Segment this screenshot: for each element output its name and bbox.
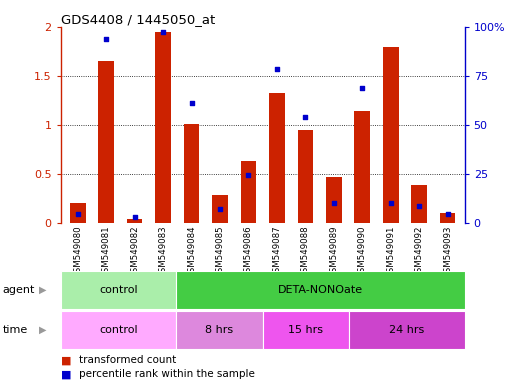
Text: GSM549083: GSM549083 [158, 225, 167, 278]
Point [301, 114, 309, 120]
Point [329, 200, 338, 206]
Text: agent: agent [3, 285, 35, 295]
Text: GSM549088: GSM549088 [301, 225, 310, 278]
Text: 15 hrs: 15 hrs [288, 325, 324, 335]
Text: ■: ■ [61, 355, 71, 365]
Text: ▶: ▶ [39, 325, 46, 335]
Text: ▶: ▶ [39, 285, 46, 295]
Text: GSM549085: GSM549085 [215, 225, 224, 278]
Point [216, 206, 224, 212]
Bar [176, 311, 262, 349]
Bar [155, 32, 171, 223]
Bar [383, 48, 399, 223]
Bar [127, 219, 143, 223]
Point [358, 84, 366, 91]
Bar [269, 93, 285, 223]
Bar [241, 161, 256, 223]
Bar [61, 311, 176, 349]
Text: GSM549081: GSM549081 [102, 225, 111, 278]
Bar [349, 311, 465, 349]
Point [444, 211, 452, 217]
Text: 24 hrs: 24 hrs [389, 325, 425, 335]
Text: GDS4408 / 1445050_at: GDS4408 / 1445050_at [61, 13, 215, 26]
Text: GSM549092: GSM549092 [414, 225, 423, 278]
Text: time: time [3, 325, 28, 335]
Text: GSM549091: GSM549091 [386, 225, 395, 278]
Bar [297, 130, 313, 223]
Bar [176, 271, 465, 309]
Bar [354, 111, 370, 223]
Point [386, 200, 395, 206]
Bar [440, 213, 455, 223]
Point [130, 214, 139, 220]
Text: GSM549093: GSM549093 [443, 225, 452, 278]
Point [187, 100, 196, 106]
Text: GSM549087: GSM549087 [272, 225, 281, 278]
Text: GSM549089: GSM549089 [329, 225, 338, 278]
Point [102, 36, 110, 42]
Bar [70, 203, 86, 223]
Text: GSM549086: GSM549086 [244, 225, 253, 278]
Point [415, 203, 423, 209]
Text: transformed count: transformed count [79, 355, 176, 365]
Point [272, 66, 281, 72]
Text: GSM549090: GSM549090 [358, 225, 367, 278]
Bar [411, 185, 427, 223]
Point [159, 29, 167, 35]
Point [244, 172, 253, 178]
Bar [326, 177, 342, 223]
Text: GSM549082: GSM549082 [130, 225, 139, 278]
Text: control: control [99, 325, 138, 335]
Text: control: control [99, 285, 138, 295]
Bar [184, 124, 200, 223]
Text: GSM549084: GSM549084 [187, 225, 196, 278]
Text: DETA-NONOate: DETA-NONOate [278, 285, 363, 295]
Text: 8 hrs: 8 hrs [205, 325, 233, 335]
Bar [61, 271, 176, 309]
Point [73, 211, 82, 217]
Bar [263, 311, 349, 349]
Text: GSM549080: GSM549080 [73, 225, 82, 278]
Text: percentile rank within the sample: percentile rank within the sample [79, 369, 255, 379]
Bar [98, 61, 114, 223]
Text: ■: ■ [61, 369, 71, 379]
Bar [212, 195, 228, 223]
